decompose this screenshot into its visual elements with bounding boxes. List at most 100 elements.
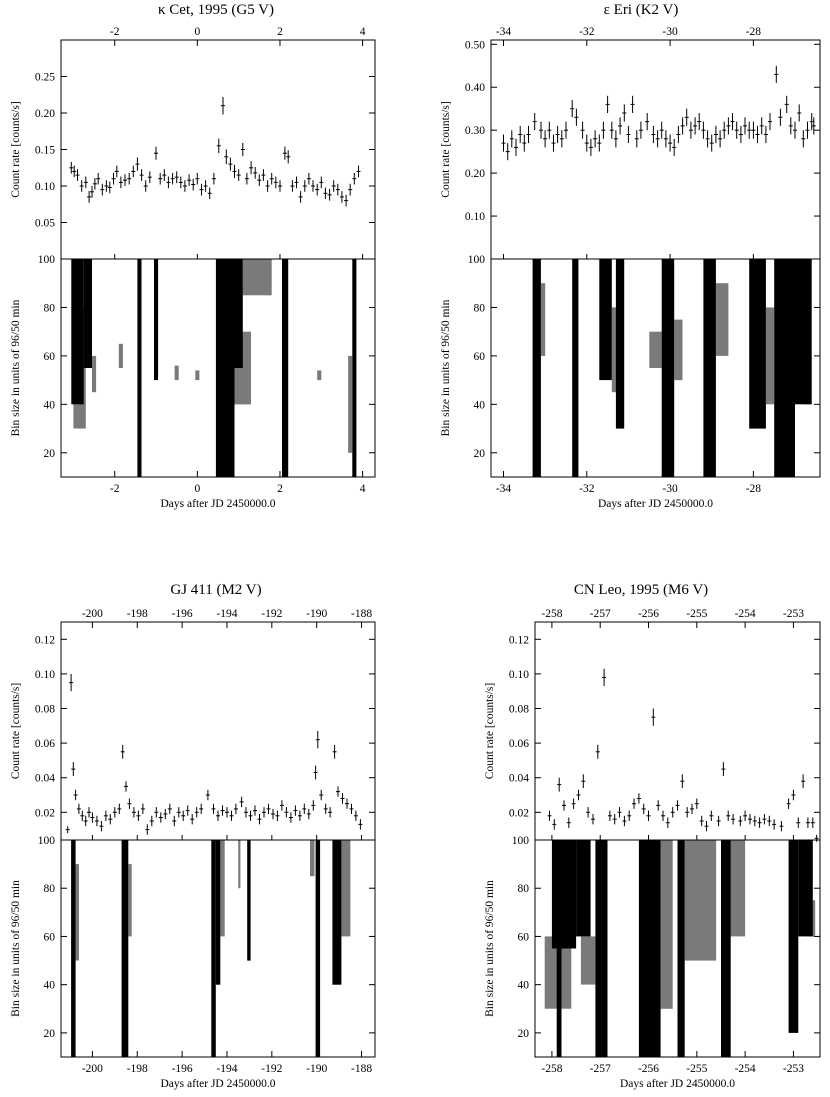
y-tick-label: 80 bbox=[44, 302, 56, 314]
black-band bbox=[721, 840, 731, 1057]
black-band bbox=[556, 840, 562, 1057]
x-tick-label-top: -2 bbox=[110, 26, 120, 38]
count-rate-frame bbox=[490, 39, 821, 260]
x-tick-label-top: -200 bbox=[82, 608, 103, 620]
gray-band bbox=[674, 319, 683, 381]
black-band bbox=[282, 259, 289, 477]
x-tick-label-bottom: 2 bbox=[277, 483, 283, 495]
count-rate-points bbox=[69, 96, 361, 207]
panel-title: ε Eri (K2 V) bbox=[604, 2, 679, 18]
y-tick-label: 0.30 bbox=[465, 125, 485, 137]
x-tick-label-bottom: 4 bbox=[360, 483, 366, 495]
y-tick-label: 0.06 bbox=[35, 738, 55, 750]
x-tick-label-top: -190 bbox=[306, 608, 327, 620]
y-tick-label: 60 bbox=[44, 931, 56, 943]
gray-band bbox=[118, 343, 123, 368]
y-tick-label: 0.08 bbox=[509, 704, 529, 716]
y-tick-label: 20 bbox=[518, 1028, 530, 1040]
gray-band bbox=[649, 331, 662, 368]
y-axis-label-count-rate: Count rate [counts/s] bbox=[10, 683, 22, 779]
y-tick-label: 0.10 bbox=[35, 181, 55, 193]
y-tick-label: 40 bbox=[518, 980, 530, 992]
y-tick-label: 0.10 bbox=[509, 669, 529, 681]
y-tick-label: 0.10 bbox=[465, 211, 485, 223]
gray-band bbox=[684, 840, 717, 961]
y-tick-label: 0.15 bbox=[35, 145, 55, 157]
x-tick-label-bottom: -190 bbox=[306, 1063, 327, 1075]
x-tick-label-top: -253 bbox=[783, 608, 804, 620]
gray-band bbox=[242, 259, 272, 296]
y-tick-label: 0.06 bbox=[509, 738, 529, 750]
x-tick-label-bottom: -32 bbox=[579, 483, 595, 495]
x-tick-label-bottom: -188 bbox=[351, 1063, 372, 1075]
x-tick-label-bottom: -2 bbox=[110, 483, 120, 495]
black-band bbox=[615, 259, 625, 429]
x-tick-label-bottom: -255 bbox=[686, 1063, 707, 1075]
y-axis-label-bin-size: Bin size in units of 96/50 min bbox=[10, 299, 22, 436]
x-tick-label-top: -188 bbox=[351, 608, 372, 620]
count-rate-points bbox=[501, 65, 816, 161]
black-band bbox=[798, 840, 813, 937]
y-tick-label: 0.20 bbox=[35, 108, 55, 120]
x-tick-label-top: -258 bbox=[541, 608, 562, 620]
black-band bbox=[83, 259, 92, 368]
y-axis-label-count-rate: Count rate [counts/s] bbox=[484, 683, 496, 779]
y-tick-label: 20 bbox=[474, 448, 486, 460]
count-rate-points bbox=[547, 668, 819, 842]
black-band bbox=[215, 840, 221, 985]
x-tick-label-bottom: -200 bbox=[82, 1063, 103, 1075]
panel-title: κ Cet, 1995 (G5 V) bbox=[158, 2, 274, 18]
x-tick-label-top: -198 bbox=[127, 608, 148, 620]
panel-cn-leo: CN Leo, 1995 (M6 V) -258 -258 -257 -257 -256… bbox=[484, 582, 821, 1090]
gray-band bbox=[341, 840, 351, 937]
y-axis-label-bin-size: Bin size in units of 96/50 min bbox=[484, 880, 496, 1017]
y-tick-label: 0.02 bbox=[509, 807, 529, 819]
panel-gj-411: GJ 411 (M2 V) -200 -200 -198 -198 -196 -196 -1… bbox=[10, 582, 376, 1090]
x-tick-label-bottom: -194 bbox=[216, 1063, 237, 1075]
x-tick-label-top: -255 bbox=[686, 608, 707, 620]
y-tick-label: 0.12 bbox=[35, 634, 55, 646]
x-tick-label-bottom: -30 bbox=[662, 483, 678, 495]
y-tick-label: 100 bbox=[38, 254, 56, 266]
x-tick-label-bottom: -198 bbox=[127, 1063, 148, 1075]
x-axis-label: Days after JD 2450000.0 bbox=[161, 1078, 276, 1090]
y-tick-label: 80 bbox=[474, 302, 486, 314]
black-band bbox=[121, 840, 129, 1057]
count-rate-frame bbox=[60, 39, 376, 260]
x-tick-label-top: -28 bbox=[746, 26, 762, 38]
black-band bbox=[638, 840, 661, 1057]
y-tick-label: 0.20 bbox=[465, 168, 485, 180]
gray-band bbox=[195, 370, 200, 381]
x-axis-label: Days after JD 2450000.0 bbox=[620, 1078, 735, 1090]
gray-band bbox=[715, 283, 729, 356]
black-band bbox=[315, 840, 321, 1057]
x-tick-label-top: 2 bbox=[277, 26, 283, 38]
x-tick-label-bottom: -192 bbox=[261, 1063, 282, 1075]
gray-band bbox=[541, 283, 546, 356]
panel-title: CN Leo, 1995 (M6 V) bbox=[574, 582, 708, 598]
bin-size-map bbox=[544, 840, 816, 1057]
black-band bbox=[595, 840, 608, 1057]
x-tick-label-bottom: -28 bbox=[746, 483, 762, 495]
y-tick-label: 40 bbox=[474, 399, 486, 411]
bin-size-frame bbox=[534, 839, 821, 1058]
bin-size-frame bbox=[490, 258, 821, 478]
y-tick-label: 0.50 bbox=[465, 39, 485, 51]
black-band bbox=[532, 259, 541, 477]
black-band bbox=[137, 259, 142, 477]
y-tick-label: 0.25 bbox=[35, 72, 55, 84]
y-tick-label: 60 bbox=[44, 351, 56, 363]
black-band bbox=[215, 259, 235, 477]
gray-band bbox=[730, 840, 746, 937]
y-tick-label: 20 bbox=[44, 1028, 56, 1040]
gray-band bbox=[660, 840, 673, 1009]
x-tick-label-bottom: -196 bbox=[172, 1063, 193, 1075]
gray-band bbox=[128, 864, 132, 937]
black-band bbox=[774, 259, 795, 477]
bin-size-map bbox=[71, 840, 351, 1057]
gray-band bbox=[92, 355, 97, 393]
y-axis-label-bin-size: Bin size in units of 96/50 min bbox=[10, 880, 22, 1017]
gray-band bbox=[765, 307, 775, 405]
y-tick-label: 20 bbox=[44, 448, 56, 460]
